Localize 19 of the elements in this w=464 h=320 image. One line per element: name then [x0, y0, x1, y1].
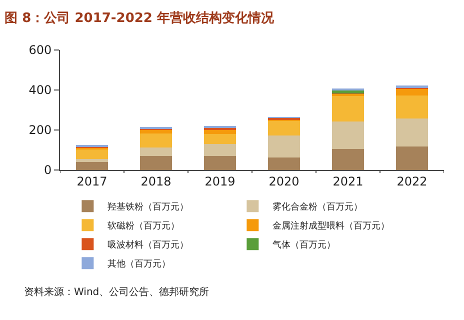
- legend-label: 金属注射成型喂料（百万元）: [272, 220, 390, 232]
- chart-title: 图 8：公司 2017-2022 年营收结构变化情况: [4, 10, 276, 26]
- text: 资料来源：Wind、公司公告、德邦研究所: [24, 286, 210, 298]
- x-tick-label: 2018: [140, 174, 172, 188]
- x-tick-label: 2022: [396, 174, 428, 188]
- legend-label: 雾化合金粉（百万元）: [272, 202, 363, 213]
- x-tick-label: 2017: [76, 174, 108, 188]
- y-tick-label: 600: [28, 43, 52, 58]
- legend-label: 其他（百万元）: [108, 258, 171, 270]
- x-tick-label: 2019: [204, 174, 236, 188]
- x-tick-label: 2021: [332, 174, 364, 188]
- legend-label: 软磁粉（百万元）: [108, 220, 180, 232]
- y-tick-label: 400: [28, 83, 52, 98]
- y-tick-label: 200: [28, 123, 52, 138]
- x-tick-label: 2020: [268, 174, 300, 188]
- legend-label: 气体（百万元）: [272, 240, 336, 251]
- legend-label: 吸波材料（百万元）: [108, 240, 189, 251]
- y-tick-label: 0: [44, 163, 52, 178]
- legend-label: 羟基铁粉（百万元）: [108, 202, 189, 213]
